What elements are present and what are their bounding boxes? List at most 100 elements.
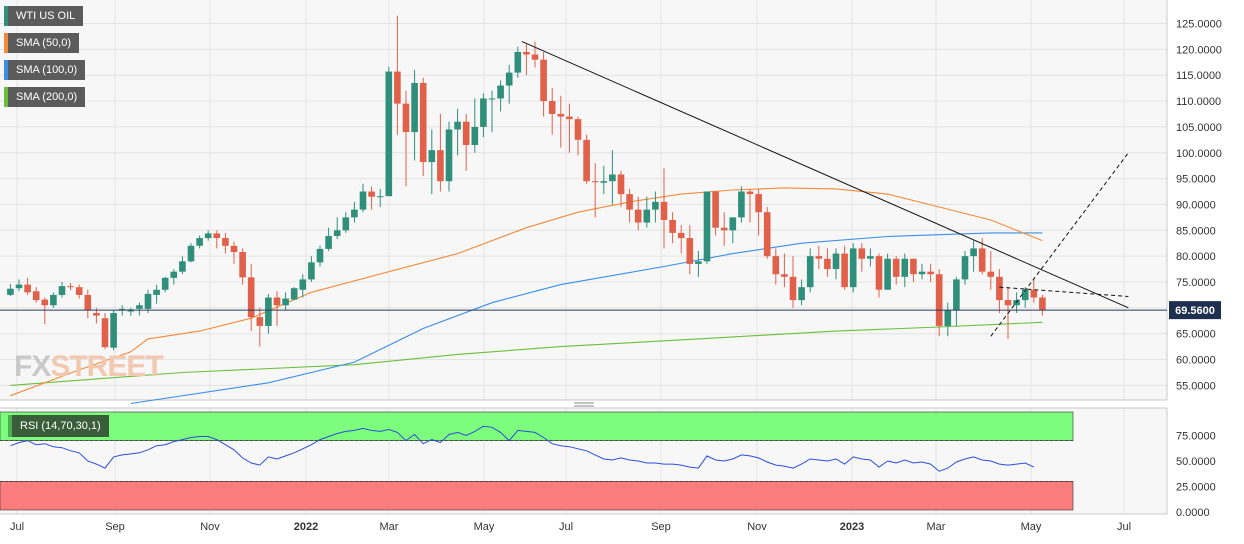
candle-body <box>781 274 788 277</box>
x-tick-label: Jul <box>1117 521 1131 533</box>
last-price-badge <box>1169 301 1221 320</box>
rsi-line <box>10 425 1035 472</box>
sma100-line <box>130 232 1043 405</box>
legend-swatch-rsi <box>8 415 12 437</box>
candle-body <box>927 271 934 275</box>
candle-body <box>471 126 479 145</box>
candle-body <box>7 288 14 295</box>
candle-body <box>239 252 246 278</box>
candle-body <box>996 276 1003 301</box>
candle-body <box>643 209 651 223</box>
legend-label-rsi: RSI (14,70,30,1) <box>20 420 101 432</box>
candle-body <box>763 212 771 257</box>
candle-body <box>342 217 350 231</box>
x-tick-label: 2022 <box>294 521 318 533</box>
candle-body <box>531 54 539 60</box>
y-tick-label: 105.0000 <box>1176 122 1222 134</box>
y-tick-label: 55.0000 <box>1176 380 1216 392</box>
candle-body <box>918 271 926 275</box>
candle-body <box>600 181 608 183</box>
rsi-y-tick-label: 0.0000 <box>1176 507 1210 519</box>
candle-body <box>454 121 461 130</box>
y-tick-label: 115.0000 <box>1176 70 1221 82</box>
candle-body <box>325 235 332 249</box>
candle-body <box>256 317 264 326</box>
legend-rsi[interactable]: RSI (14,70,30,1) <box>8 415 109 437</box>
legend-label-wti: WTI US OIL <box>16 10 76 22</box>
x-tick-label: Nov <box>747 521 767 533</box>
x-tick-label: Sep <box>105 521 125 533</box>
rsi-y-tick-label: 75.0000 <box>1176 431 1216 443</box>
candle-body <box>944 310 952 326</box>
x-tick-label: Mar <box>380 521 399 533</box>
candle-body <box>32 291 40 301</box>
candle-body <box>1021 289 1029 301</box>
candle-body <box>591 181 599 183</box>
candle-body <box>196 238 203 246</box>
x-tick-label: Sep <box>651 521 671 533</box>
candle-body <box>445 129 453 182</box>
candle-body <box>419 82 427 163</box>
rsi-y-tick-label: 50.0000 <box>1176 456 1216 468</box>
candle-body <box>652 201 659 210</box>
y-tick-label: 85.0000 <box>1176 225 1216 237</box>
candle-body <box>213 233 221 239</box>
candle-body <box>703 191 711 262</box>
candle-body <box>110 313 117 348</box>
watermark-fx: FX <box>14 350 51 383</box>
candle-body <box>84 294 92 311</box>
candle-body <box>428 150 436 163</box>
candle-body <box>316 248 324 263</box>
candle-body <box>299 279 307 290</box>
candle-body <box>677 232 685 239</box>
legend-sma-100[interactable]: SMA (100,0) <box>4 60 86 80</box>
legend-wti-us-oil[interactable]: WTI US OIL <box>4 6 84 26</box>
trendline-dashed <box>990 152 1129 337</box>
rsi-oversold-zone <box>0 481 1074 511</box>
legend-swatch-sma50 <box>4 33 8 53</box>
candle-body <box>187 245 195 262</box>
candle-body <box>634 209 642 223</box>
candle-body <box>385 71 393 197</box>
candle-body <box>540 59 547 102</box>
candle-body <box>626 194 633 210</box>
y-tick-label: 125.0000 <box>1176 19 1222 31</box>
candle-body <box>170 271 178 278</box>
legend-label-sma100: SMA (100,0) <box>16 64 78 76</box>
candle-body <box>978 248 986 272</box>
candle-body <box>1039 297 1046 311</box>
candle-body <box>583 139 590 182</box>
candle-body <box>290 288 298 300</box>
candle-body <box>798 287 805 301</box>
y-tick-label: 90.0000 <box>1176 199 1216 211</box>
candle-body <box>574 119 582 140</box>
candle-body <box>488 98 496 100</box>
candle-body <box>824 258 831 270</box>
candle-body <box>394 71 401 104</box>
candle-body <box>136 305 143 309</box>
legend-sma-200[interactable]: SMA (200,0) <box>4 87 86 107</box>
candle-body <box>24 284 31 293</box>
candle-body <box>67 286 74 288</box>
x-tick-label: May <box>1021 521 1042 533</box>
legend-sma-50[interactable]: SMA (50,0) <box>4 33 80 53</box>
y-tick-label: 100.0000 <box>1176 148 1222 160</box>
candle-body <box>746 191 754 195</box>
candle-body <box>273 297 281 306</box>
candle-body <box>437 150 444 182</box>
candle-body <box>282 298 289 306</box>
candle-body <box>523 51 530 55</box>
fxstreet-watermark: FXSTREET <box>14 350 164 384</box>
candle-body <box>953 279 960 311</box>
trendline-solid <box>521 41 1129 309</box>
candle-body <box>935 274 943 326</box>
candle-body <box>376 196 384 198</box>
candle-body <box>161 277 169 290</box>
y-tick-label: 80.0000 <box>1176 251 1216 263</box>
candle-body <box>849 248 857 288</box>
candle-body <box>204 233 212 239</box>
trendline-dashed <box>999 286 1129 297</box>
candle-body <box>617 174 625 195</box>
y-tick-label: 65.0000 <box>1176 329 1216 341</box>
